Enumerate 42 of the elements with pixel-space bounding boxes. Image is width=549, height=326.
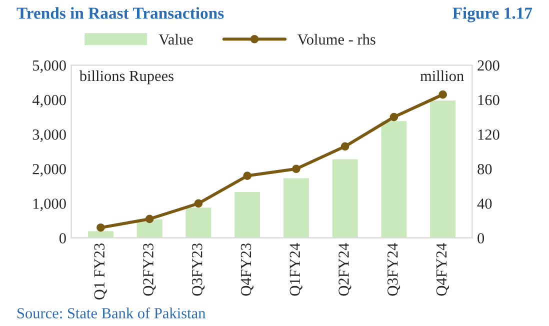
x-tick-label: Q3FY24 bbox=[388, 243, 400, 296]
y2-axis-title: million bbox=[420, 70, 464, 82]
x-tick-label: Q4FY24 bbox=[436, 243, 449, 296]
y2-tick-label: 120 bbox=[478, 129, 500, 140]
bar bbox=[282, 176, 310, 238]
x-tick-label: Q4FY23 bbox=[240, 243, 254, 296]
bar bbox=[428, 99, 457, 238]
x-tick-label: Q1 FY23 bbox=[94, 243, 107, 300]
x-tick-label: Q3FY23 bbox=[192, 243, 205, 296]
point bbox=[340, 142, 350, 151]
x-tick-label: Q1FY24 bbox=[290, 243, 302, 296]
point bbox=[390, 112, 398, 122]
y-tick-label: 4,000 bbox=[32, 94, 66, 108]
y2-tick-label: 200 bbox=[478, 60, 500, 71]
y2-tick-label: 0 bbox=[478, 233, 484, 244]
point bbox=[145, 214, 154, 224]
bar bbox=[184, 206, 213, 238]
point bbox=[194, 199, 203, 208]
legend-label: Value bbox=[158, 34, 193, 45]
y-tick-label: 2,000 bbox=[32, 164, 66, 177]
point bbox=[292, 164, 300, 174]
chart-title: Trends in Raast Transactions bbox=[16, 7, 224, 19]
y2-tick-label: 80 bbox=[478, 164, 492, 174]
point bbox=[96, 223, 105, 232]
bar bbox=[380, 120, 408, 238]
point bbox=[438, 90, 447, 99]
y2-tick-label: 160 bbox=[478, 94, 500, 106]
y-tick-label: 1,000 bbox=[33, 198, 66, 212]
y-axis-title: billions Rupees bbox=[79, 70, 174, 84]
source-note: Source: State Bank of Pakistan bbox=[17, 308, 206, 318]
legend-label: Volume - rhs bbox=[297, 34, 376, 45]
y-tick-label: 3,000 bbox=[32, 129, 66, 142]
bar bbox=[233, 190, 262, 238]
bar bbox=[86, 230, 115, 238]
bar bbox=[330, 158, 360, 238]
x-tick-label: Q2FY23 bbox=[143, 243, 156, 296]
x-tick-label: Q2FY24 bbox=[338, 243, 352, 296]
y-tick-label: 0 bbox=[59, 233, 66, 244]
point bbox=[243, 172, 252, 180]
chart-subtitle: Figure 1.17 bbox=[452, 7, 532, 22]
y-tick-label: 5,000 bbox=[33, 60, 66, 73]
y2-tick-label: 40 bbox=[477, 198, 492, 209]
